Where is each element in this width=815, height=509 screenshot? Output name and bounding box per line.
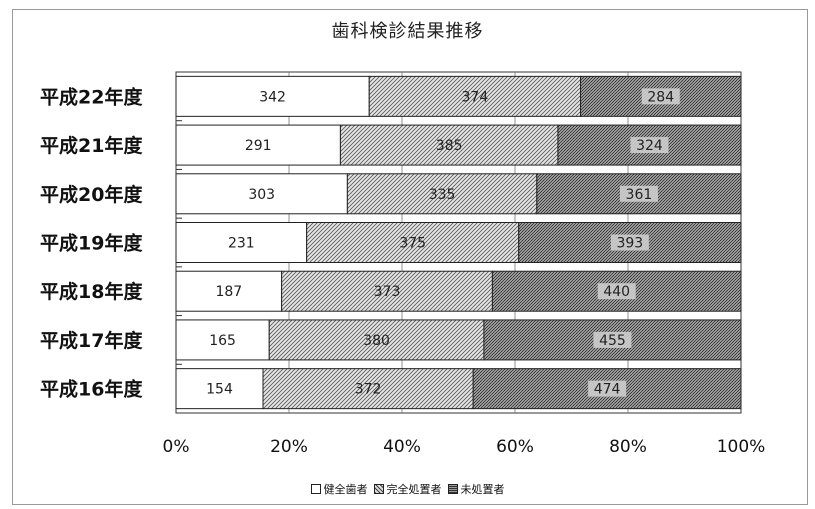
x-tick-label: 100% <box>717 437 766 457</box>
data-label: 303 <box>248 187 275 203</box>
data-label: 440 <box>603 284 630 300</box>
data-label: 335 <box>429 187 456 203</box>
bar-segment <box>175 124 341 166</box>
data-label-bg <box>593 331 632 348</box>
legend-label: 未処置者 <box>460 483 505 496</box>
category-label: 平成17年度 <box>40 329 143 352</box>
legend-swatch <box>310 484 321 494</box>
data-label-bg <box>597 283 636 300</box>
data-label: 375 <box>399 236 426 252</box>
data-label: 154 <box>206 382 233 398</box>
category-label: 平成16年度 <box>40 378 143 401</box>
legend-item: 健全歯者 <box>310 481 368 497</box>
legend-item: 完全処置者 <box>373 481 442 497</box>
category-label: 平成21年度 <box>40 134 143 157</box>
data-label: 372 <box>355 382 382 398</box>
data-label: 324 <box>636 138 663 154</box>
legend-item: 未処置者 <box>447 481 505 497</box>
legend-swatch <box>447 484 458 494</box>
legend-label: 健全歯者 <box>323 483 368 496</box>
bar-segment <box>175 173 348 215</box>
bar-segment <box>268 319 485 361</box>
bar-segment <box>281 270 493 312</box>
legend-label: 完全処置者 <box>386 483 442 496</box>
data-label-bg <box>619 185 658 202</box>
data-label: 380 <box>363 333 390 349</box>
data-label-bg <box>641 88 680 105</box>
x-tick-label: 80% <box>609 437 647 457</box>
data-label: 385 <box>436 138 463 154</box>
data-label: 342 <box>259 89 286 105</box>
data-label: 291 <box>245 138 272 154</box>
bar-segment <box>175 75 370 117</box>
x-tick-label: 0% <box>163 437 190 457</box>
bar-segment <box>306 222 520 263</box>
category-label: 平成18年度 <box>40 280 143 303</box>
data-label-bg <box>630 137 669 154</box>
category-label: 平成19年度 <box>40 232 143 255</box>
data-label: 231 <box>228 236 255 252</box>
bar-segment <box>346 173 538 215</box>
data-label: 393 <box>616 236 643 252</box>
x-tick-label: 40% <box>383 437 421 457</box>
category-label: 平成22年度 <box>40 85 143 108</box>
x-tick-label: 60% <box>496 437 534 457</box>
data-label-bg <box>588 380 627 397</box>
data-label: 455 <box>599 333 626 349</box>
data-label: 284 <box>647 89 674 105</box>
data-label: 373 <box>374 284 401 300</box>
bar-segment <box>175 270 283 312</box>
data-label: 187 <box>215 284 242 300</box>
data-label: 165 <box>209 333 236 349</box>
x-tick-label: 20% <box>270 437 308 457</box>
chart-title: 歯科検診結果推移 <box>331 21 484 42</box>
data-label-bg <box>610 234 649 251</box>
bar-segment <box>175 319 270 361</box>
data-label: 474 <box>594 382 621 398</box>
legend: 健全歯者 完全処置者 未処置者 <box>0 481 815 497</box>
bar-segment <box>262 368 474 410</box>
bar-segment <box>339 124 559 166</box>
category-label: 平成20年度 <box>40 183 143 206</box>
legend-swatch <box>373 484 384 494</box>
data-label: 361 <box>626 187 653 203</box>
plot-area: 0% 20% 40% 60% 80% 100% 平成22年度 342 374 284 平成21年度 2… <box>40 71 766 457</box>
bar-segment <box>368 75 582 117</box>
data-label: 374 <box>462 89 489 105</box>
